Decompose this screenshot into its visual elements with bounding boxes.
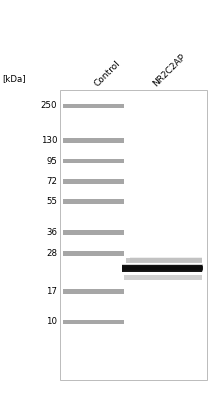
Text: 55: 55 [46,197,57,206]
Text: 95: 95 [46,156,57,166]
Text: [kDa]: [kDa] [2,74,26,83]
Bar [63,104,124,108]
Bar [130,257,202,262]
Bar [63,199,124,204]
Bar [63,252,124,256]
Bar [124,275,202,280]
Bar [63,320,124,324]
Bar [126,258,202,262]
Bar [63,289,124,294]
Bar [122,265,202,272]
Bar [63,159,124,164]
Bar [63,179,124,184]
Bar [63,230,124,234]
Text: NR2C2AP: NR2C2AP [151,52,187,88]
Text: Control: Control [93,58,122,88]
Text: 36: 36 [46,228,57,236]
Bar [60,90,207,380]
Text: 250: 250 [41,102,57,110]
Text: 72: 72 [46,177,57,186]
Text: 130: 130 [41,136,57,145]
Text: 28: 28 [46,249,57,258]
Text: 10: 10 [46,318,57,326]
Text: 17: 17 [46,287,57,296]
Bar [63,138,124,143]
